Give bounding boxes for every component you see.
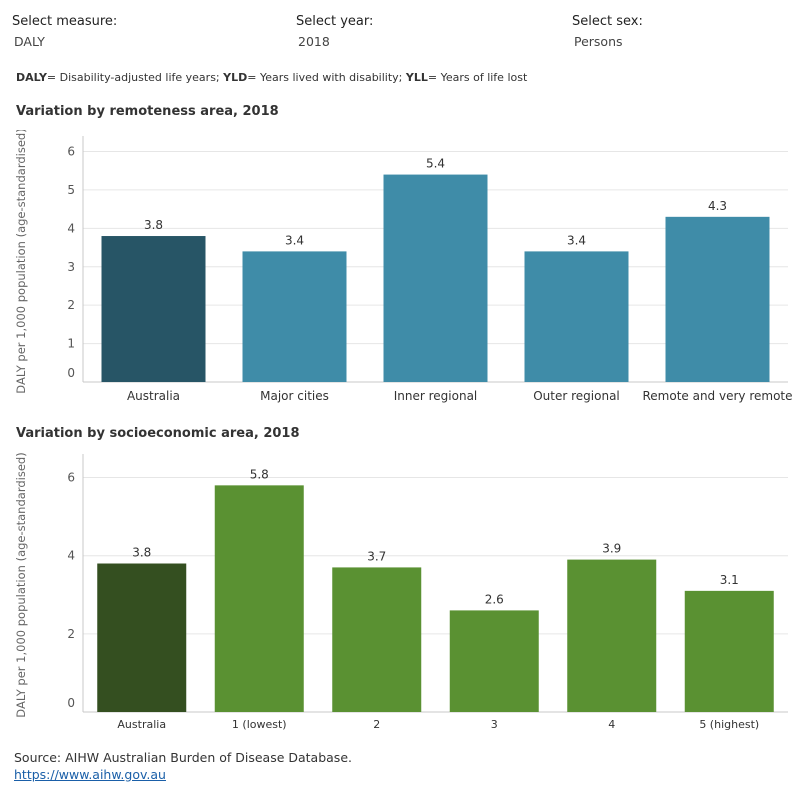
socioeconomic-bar[interactable] — [684, 590, 774, 712]
remoteness-category-label: Major cities — [260, 389, 329, 403]
socioeconomic-data-label: 3.7 — [367, 549, 386, 563]
measure-filter-label: Select measure: — [12, 14, 118, 29]
socioeconomic-y-axis-label: DALY per 1,000 population (age-standardi… — [14, 452, 28, 717]
remoteness-chart: 0 1 2 3 4 5 6 DALY per 1,000 population (age-st… — [14, 130, 793, 403]
year-filter-value[interactable]: 2018 — [298, 34, 330, 49]
socioeconomic-data-label: 3.1 — [720, 573, 739, 587]
remoteness-bar[interactable] — [101, 236, 206, 382]
remoteness-y-tick-label: 5 — [67, 183, 75, 197]
socioeconomic-bar[interactable] — [214, 485, 304, 712]
abbr-daly: DALY — [16, 71, 47, 84]
socioeconomic-bar[interactable] — [332, 567, 422, 712]
socioeconomic-bar[interactable] — [449, 610, 539, 712]
remoteness-category-label: Inner regional — [394, 389, 478, 403]
remoteness-bar[interactable] — [665, 216, 770, 382]
remoteness-y-axis-label: DALY per 1,000 population (age-standardi… — [14, 130, 28, 394]
socioeconomic-category-label: 1 (lowest) — [232, 718, 287, 731]
remoteness-y-tick-label: 3 — [67, 260, 75, 274]
abbr-yll-text: = Years of life lost — [427, 71, 528, 84]
abbreviation-note: DALY= Disability-adjusted life years; YL… — [16, 71, 527, 84]
socioeconomic-data-label: 2.6 — [485, 592, 504, 606]
remoteness-data-label: 3.4 — [285, 233, 304, 247]
remoteness-chart-title: Variation by remoteness area, 2018 — [16, 104, 279, 119]
socioeconomic-chart: 0 2 4 6 DALY per 1,000 population (age-stand… — [14, 452, 788, 731]
year-filter[interactable]: Select year: 2018 — [296, 14, 373, 49]
remoteness-bar[interactable] — [383, 174, 488, 382]
measure-filter-value[interactable]: DALY — [14, 34, 45, 49]
socioeconomic-y-tick-label: 4 — [67, 549, 75, 563]
socioeconomic-category-label: 2 — [373, 718, 380, 731]
sex-filter[interactable]: Select sex: Persons — [572, 14, 643, 49]
remoteness-category-label: Remote and very remote — [642, 389, 792, 403]
socioeconomic-chart-title: Variation by socioeconomic area, 2018 — [16, 426, 300, 441]
remoteness-category-label: Australia — [127, 389, 180, 403]
remoteness-data-label: 5.4 — [426, 157, 445, 171]
socioeconomic-y-tick-label: 0 — [67, 696, 75, 710]
socioeconomic-y-tick-label: 6 — [67, 471, 75, 485]
remoteness-y-tick-label: 0 — [67, 366, 75, 380]
socioeconomic-y-tick-label: 2 — [67, 627, 75, 641]
socioeconomic-category-label: Australia — [117, 718, 166, 731]
remoteness-bar[interactable] — [242, 251, 347, 382]
socioeconomic-bar[interactable] — [97, 563, 187, 712]
abbr-yld-text: = Years lived with disability; — [247, 71, 406, 84]
year-filter-label: Select year: — [296, 14, 374, 29]
remoteness-data-label: 4.3 — [708, 199, 727, 213]
socioeconomic-data-label: 3.8 — [132, 546, 151, 560]
source-note: Source: AIHW Australian Burden of Diseas… — [14, 750, 352, 765]
remoteness-y-tick-label: 1 — [67, 337, 75, 351]
source-link[interactable]: https://www.aihw.gov.au — [14, 767, 166, 782]
remoteness-data-label: 3.8 — [144, 218, 163, 232]
remoteness-bar[interactable] — [524, 251, 629, 382]
remoteness-y-tick-label: 4 — [67, 221, 75, 235]
socioeconomic-category-label: 4 — [608, 718, 615, 731]
remoteness-data-label: 3.4 — [567, 233, 586, 247]
remoteness-category-label: Outer regional — [533, 389, 620, 403]
abbr-yld: YLD — [223, 71, 248, 84]
socioeconomic-data-label: 3.9 — [602, 542, 621, 556]
abbr-yll: YLL — [405, 71, 428, 84]
measure-filter[interactable]: Select measure: DALY — [12, 14, 117, 49]
socioeconomic-bar[interactable] — [567, 559, 657, 712]
socioeconomic-category-label: 5 (highest) — [699, 718, 759, 731]
socioeconomic-category-label: 3 — [491, 718, 498, 731]
sex-filter-label: Select sex: — [572, 14, 643, 29]
abbr-daly-text: = Disability-adjusted life years; — [46, 71, 224, 84]
socioeconomic-data-label: 5.8 — [250, 467, 269, 481]
sex-filter-value[interactable]: Persons — [574, 34, 623, 49]
remoteness-y-tick-label: 2 — [67, 298, 75, 312]
remoteness-y-tick-label: 6 — [67, 145, 75, 159]
